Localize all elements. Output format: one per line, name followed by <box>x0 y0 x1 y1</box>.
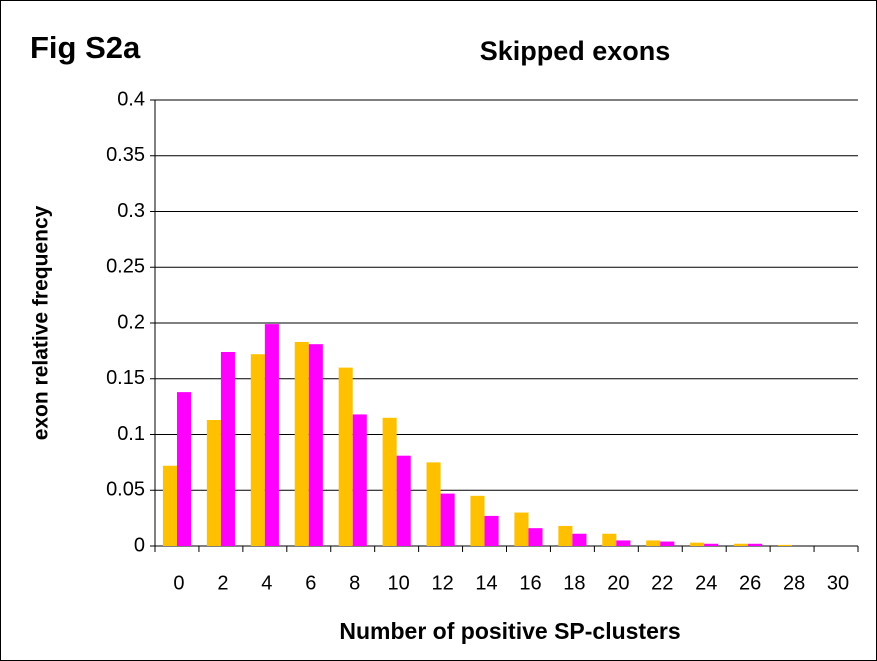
x-tick-label: 16 <box>519 572 541 594</box>
x-tick-label: 14 <box>475 572 497 594</box>
y-tick-label: 0 <box>134 534 145 556</box>
bar <box>690 542 705 546</box>
bar <box>426 462 441 546</box>
y-tick-label: 0.4 <box>117 88 145 110</box>
x-tick-label: 12 <box>431 572 453 594</box>
bar <box>308 344 323 546</box>
x-tick-label: 30 <box>827 572 849 594</box>
bar <box>294 341 309 546</box>
x-tick-label: 10 <box>388 572 410 594</box>
bar <box>484 515 499 546</box>
x-tick-label: 2 <box>217 572 228 594</box>
chart-title: Skipped exons <box>480 36 671 66</box>
y-tick-label: 0.3 <box>117 200 145 222</box>
bar <box>572 533 587 546</box>
bar <box>250 354 265 546</box>
x-tick-label: 20 <box>607 572 629 594</box>
x-tick-label: 22 <box>651 572 673 594</box>
bar <box>176 392 192 546</box>
bar <box>778 544 793 546</box>
x-tick-label: 0 <box>173 572 184 594</box>
y-axis-label: exon relative frequency <box>30 205 53 440</box>
bar <box>704 543 719 546</box>
bar <box>646 540 661 546</box>
bar <box>220 351 235 546</box>
x-tick-label: 18 <box>563 572 585 594</box>
y-tick-label: 0.25 <box>106 256 145 278</box>
bar <box>602 533 617 546</box>
figure-label: Fig S2a <box>30 30 141 65</box>
bar <box>748 543 763 546</box>
x-tick-label: 6 <box>305 572 316 594</box>
bar <box>440 493 455 546</box>
y-tick-label: 0.15 <box>106 367 145 389</box>
bar <box>338 367 353 546</box>
x-tick-label: 26 <box>739 572 761 594</box>
y-tick-label: 0.05 <box>106 479 145 501</box>
y-tick-label: 0.35 <box>106 144 145 166</box>
x-tick-label: 8 <box>349 572 360 594</box>
bar <box>162 465 177 546</box>
bar <box>528 528 543 546</box>
x-axis-label: Number of positive SP-clusters <box>339 618 680 644</box>
bar <box>660 541 675 546</box>
x-tick-label: 28 <box>783 572 805 594</box>
bar <box>352 414 367 546</box>
bar <box>616 540 631 546</box>
bar <box>514 512 529 546</box>
y-tick-label: 0.1 <box>117 423 145 445</box>
bar <box>470 495 485 546</box>
y-tick-label: 0.2 <box>117 311 145 333</box>
bar <box>734 543 749 546</box>
bar <box>264 324 279 546</box>
x-tick-label: 24 <box>695 572 717 594</box>
bar <box>206 420 221 546</box>
bar <box>558 525 573 546</box>
x-tick-label: 4 <box>261 572 272 594</box>
bar <box>396 455 411 546</box>
bar <box>382 417 397 546</box>
